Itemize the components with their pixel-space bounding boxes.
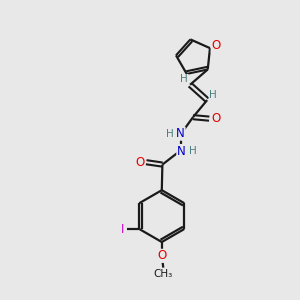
Text: H: H	[180, 74, 188, 85]
Text: H: H	[209, 90, 217, 100]
Text: N: N	[177, 145, 186, 158]
Text: O: O	[211, 39, 220, 52]
Text: N: N	[176, 127, 185, 140]
Text: H: H	[167, 129, 174, 139]
Text: H: H	[188, 146, 196, 156]
Text: O: O	[211, 112, 220, 125]
Text: I: I	[121, 223, 124, 236]
Text: O: O	[157, 249, 167, 262]
Text: O: O	[135, 156, 144, 169]
Text: CH₃: CH₃	[154, 268, 173, 278]
